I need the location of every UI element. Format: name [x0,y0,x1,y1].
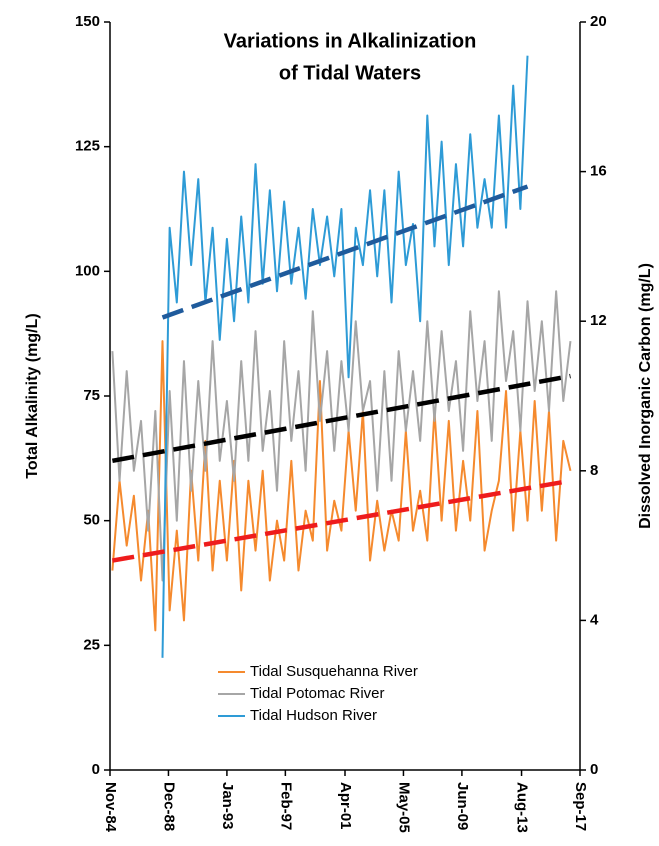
y2-tick-label: 20 [590,13,607,30]
series-line [111,340,572,632]
x-tick-label: Aug-13 [514,782,531,833]
y-tick-label: 100 [75,262,100,279]
chart-title: Variations in Alkalinization [224,30,477,52]
trend-line [111,478,571,563]
chart-title: of Tidal Waters [279,62,421,84]
y-tick-label: 150 [75,13,100,30]
y-tick-label: 0 [92,761,100,778]
trend-line [161,184,529,320]
legend-label: Tidal Susquehanna River [250,663,418,680]
y2-tick-label: 16 [590,163,607,180]
y2-tick-label: 4 [590,611,599,628]
series-line [161,55,529,658]
y2-tick-label: 0 [590,761,598,778]
x-tick-label: Feb-97 [277,782,294,830]
x-tick-label: Sep-17 [572,782,589,831]
x-tick-label: Apr-01 [337,782,354,830]
x-tick-label: May-05 [395,782,412,833]
legend-label: Tidal Hudson River [250,707,377,724]
x-tick-label: Jan-93 [219,782,236,830]
y2-tick-label: 8 [590,462,598,479]
y-axis-title: Total Alkalinity (mg/L) [24,313,41,478]
x-tick-label: Dec-88 [160,782,177,831]
x-tick-label: Nov-84 [102,782,119,833]
y2-tick-label: 12 [590,312,607,329]
x-tick-label: Jun-09 [454,782,471,830]
y2-axis-title: Dissolved Inorganic Carbon (mg/L) [637,263,654,529]
y-tick-label: 25 [83,636,100,653]
y-tick-label: 125 [75,138,100,155]
y-tick-label: 75 [83,387,100,404]
trend-line [111,373,571,464]
y-tick-label: 50 [83,512,100,529]
legend-label: Tidal Potomac River [250,685,385,702]
